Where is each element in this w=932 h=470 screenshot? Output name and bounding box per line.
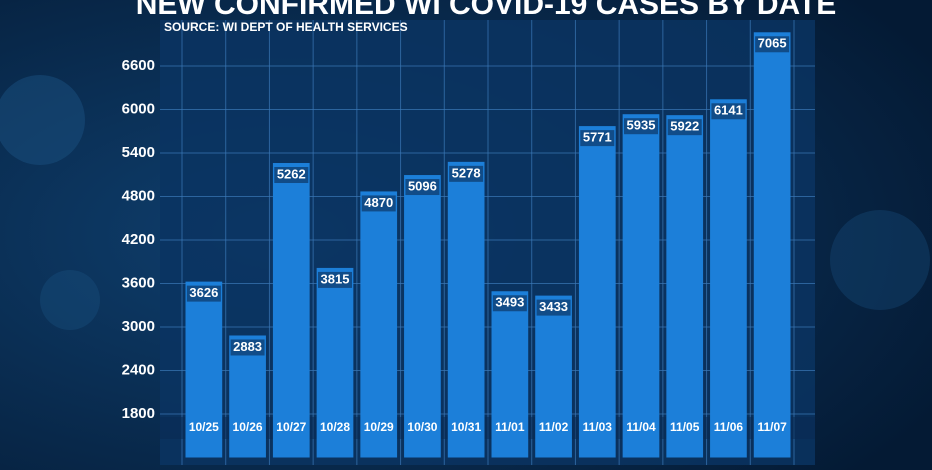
y-tick-label: 1800: [122, 405, 155, 422]
y-tick-label: 3000: [122, 318, 155, 335]
x-tick-label: 10/30: [407, 420, 437, 434]
value-label: 5771: [583, 130, 612, 145]
bar: [404, 175, 441, 458]
x-tick-label: 10/27: [276, 420, 306, 434]
bar: [360, 191, 398, 458]
value-label-box: [186, 285, 221, 302]
value-label-box: [624, 118, 658, 135]
y-tick-label: 4200: [122, 231, 155, 248]
value-label-box: [361, 195, 396, 212]
x-tick-label: 10/26: [233, 420, 263, 434]
bar: [229, 335, 266, 458]
bar: [185, 281, 223, 458]
value-label: 3815: [321, 271, 350, 286]
x-tick-label: 10/29: [364, 420, 394, 434]
value-label: 7065: [758, 36, 787, 51]
y-tick-label: 5400: [122, 144, 155, 161]
bar: [272, 163, 310, 458]
y-tick-label: 4800: [122, 187, 155, 204]
x-tick-label: 11/07: [757, 420, 787, 434]
value-label: 3433: [539, 299, 568, 314]
value-label-box: [274, 167, 309, 184]
value-label: 3493: [495, 295, 524, 310]
x-tick-label: 11/03: [583, 420, 613, 434]
x-tick-label: 11/06: [714, 420, 744, 434]
value-label-box: [318, 271, 352, 288]
x-tick-label: 10/31: [451, 420, 481, 434]
value-label: 5922: [670, 119, 699, 134]
bar: [491, 291, 529, 458]
bar: [578, 126, 616, 458]
y-tick-label: 6000: [122, 100, 155, 117]
chart-title: NEW CONFIRMED WI COVID-19 CASES BY DATE: [136, 0, 837, 21]
bar: [316, 267, 354, 458]
value-label-box: [755, 36, 790, 53]
value-label: 4870: [364, 195, 393, 210]
value-label: 2883: [233, 339, 262, 354]
decoration: [0, 75, 85, 165]
bar: [753, 32, 791, 458]
value-label: 5278: [452, 165, 481, 180]
chart-subtitle: SOURCE: WI DEPT OF HEALTH SERVICES: [164, 20, 408, 34]
value-label: 5935: [627, 118, 656, 133]
value-label-box: [449, 165, 484, 182]
value-label-box: [230, 339, 265, 356]
value-label-box: [405, 179, 440, 196]
y-tick-label: 6600: [122, 57, 155, 74]
value-label: 6141: [714, 103, 743, 118]
value-label-box: [536, 299, 571, 316]
value-label-box: [580, 130, 615, 147]
x-tick-label: 11/04: [626, 420, 656, 434]
decoration: [40, 270, 100, 330]
bar: [710, 99, 747, 458]
bar: [535, 295, 572, 458]
y-tick-label: 2400: [122, 361, 155, 378]
y-tick-label: 3600: [122, 274, 155, 291]
decoration: [830, 210, 930, 310]
value-label-box: [667, 119, 702, 136]
bar: [622, 114, 660, 458]
bar: [666, 115, 704, 458]
value-label: 5096: [408, 178, 437, 193]
x-tick-label: 11/01: [495, 420, 525, 434]
x-tick-label: 11/05: [670, 420, 700, 434]
bar: [447, 161, 485, 458]
value-label-box: [492, 295, 527, 312]
x-tick-label: 11/02: [539, 420, 569, 434]
x-tick-label: 10/28: [320, 420, 350, 434]
value-label-box: [711, 103, 746, 120]
x-tick-label: 10/25: [189, 420, 219, 434]
value-label: 5262: [277, 166, 306, 181]
value-label: 3626: [189, 285, 218, 300]
